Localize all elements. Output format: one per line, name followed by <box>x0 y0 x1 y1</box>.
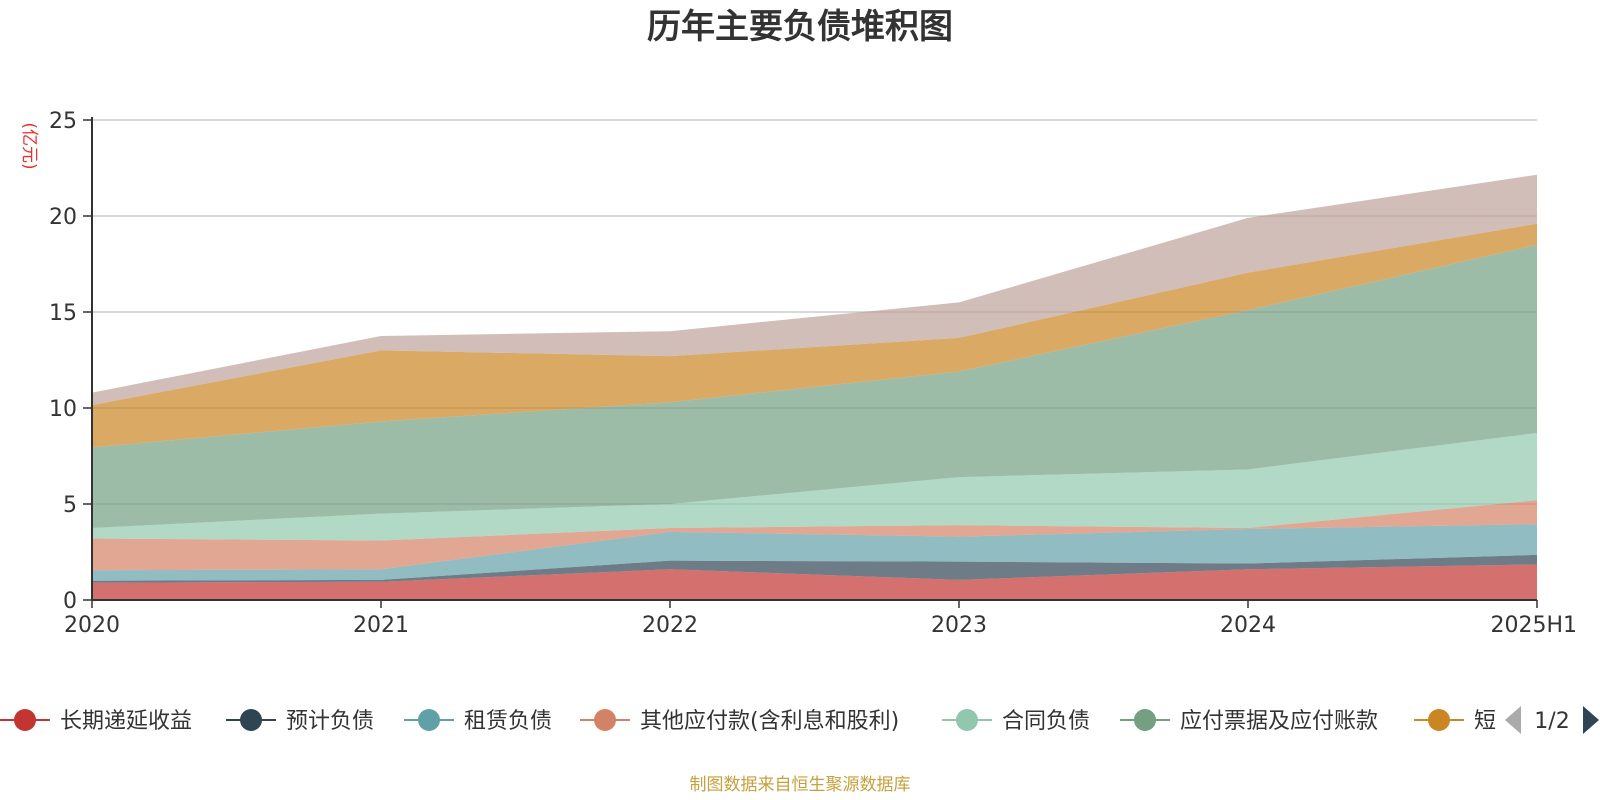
y-tick-label: 10 <box>49 397 77 422</box>
y-tick-label: 0 <box>63 589 77 614</box>
legend-circle-icon <box>1134 709 1156 731</box>
legend-label: 短 <box>1474 709 1496 734</box>
area-series <box>92 554 1537 583</box>
x-tick-label: 2021 <box>353 613 409 638</box>
x-tick-label: 2024 <box>1220 613 1276 638</box>
legend-label: 其他应付款(含利息和股利) <box>640 709 899 734</box>
legend-item[interactable]: 其他应付款(含利息和股利) <box>580 709 899 734</box>
legend-circle-icon <box>240 709 262 731</box>
legend-circle-icon <box>594 709 616 731</box>
area-series <box>92 500 1537 571</box>
legend-label: 应付票据及应付账款 <box>1180 709 1378 734</box>
legend-label: 长期递延收益 <box>60 709 192 734</box>
x-ticks: 2020 2021 2022 2023 2024 2025H1 <box>64 600 1577 638</box>
legend-page-indicator: 1/2 <box>1534 709 1569 734</box>
x-tick-label: 2023 <box>931 613 987 638</box>
axes <box>91 117 1537 601</box>
area-series <box>92 223 1537 448</box>
area-series <box>92 564 1537 600</box>
chart-title: 历年主要负债堆积图 <box>647 7 953 47</box>
area-series <box>92 524 1537 581</box>
x-tick-label: 2022 <box>642 613 698 638</box>
area-series <box>92 244 1537 529</box>
legend-next-icon[interactable] <box>1583 706 1599 734</box>
legend-item[interactable]: 预计负债 <box>226 709 374 734</box>
source-note: 制图数据来自恒生聚源数据库 <box>690 775 911 795</box>
y-tick-label: 15 <box>49 301 77 326</box>
y-tick-label: 20 <box>49 205 77 230</box>
legend-circle-icon <box>1428 709 1450 731</box>
legend-circle-icon <box>956 709 978 731</box>
area-series <box>92 432 1537 541</box>
legend-item[interactable]: 应付票据及应付账款 <box>1120 709 1378 734</box>
legend-label: 合同负债 <box>1002 709 1090 734</box>
y-axis-label: (亿元) <box>19 122 39 169</box>
legend-circle-icon <box>418 709 440 731</box>
legend-item[interactable]: 租赁负债 <box>404 709 552 734</box>
legend: 长期递延收益 预计负债 租赁负债 其他应付款(含利息和股利) 合同负债 应付票据及应付账款… <box>0 709 1496 734</box>
legend-item[interactable]: 合同负债 <box>942 709 1090 734</box>
x-tick-label: 2025H1 <box>1490 613 1577 638</box>
y-tick-label: 5 <box>63 493 77 518</box>
y-tick-label: 25 <box>49 109 77 134</box>
legend-item[interactable]: 长期递延收益 <box>0 709 192 734</box>
y-ticks: 0 5 10 15 20 25 <box>49 109 92 614</box>
legend-circle-icon <box>14 709 36 731</box>
legend-label: 租赁负债 <box>464 709 552 734</box>
legend-item[interactable]: 短 <box>1414 709 1496 734</box>
legend-label: 预计负债 <box>286 709 374 734</box>
area-series <box>92 174 1537 406</box>
legend-prev-icon[interactable] <box>1505 706 1521 734</box>
legend-pager: 1/2 <box>1505 706 1599 734</box>
x-tick-label: 2020 <box>64 613 120 638</box>
stacked-areas <box>92 174 1537 600</box>
